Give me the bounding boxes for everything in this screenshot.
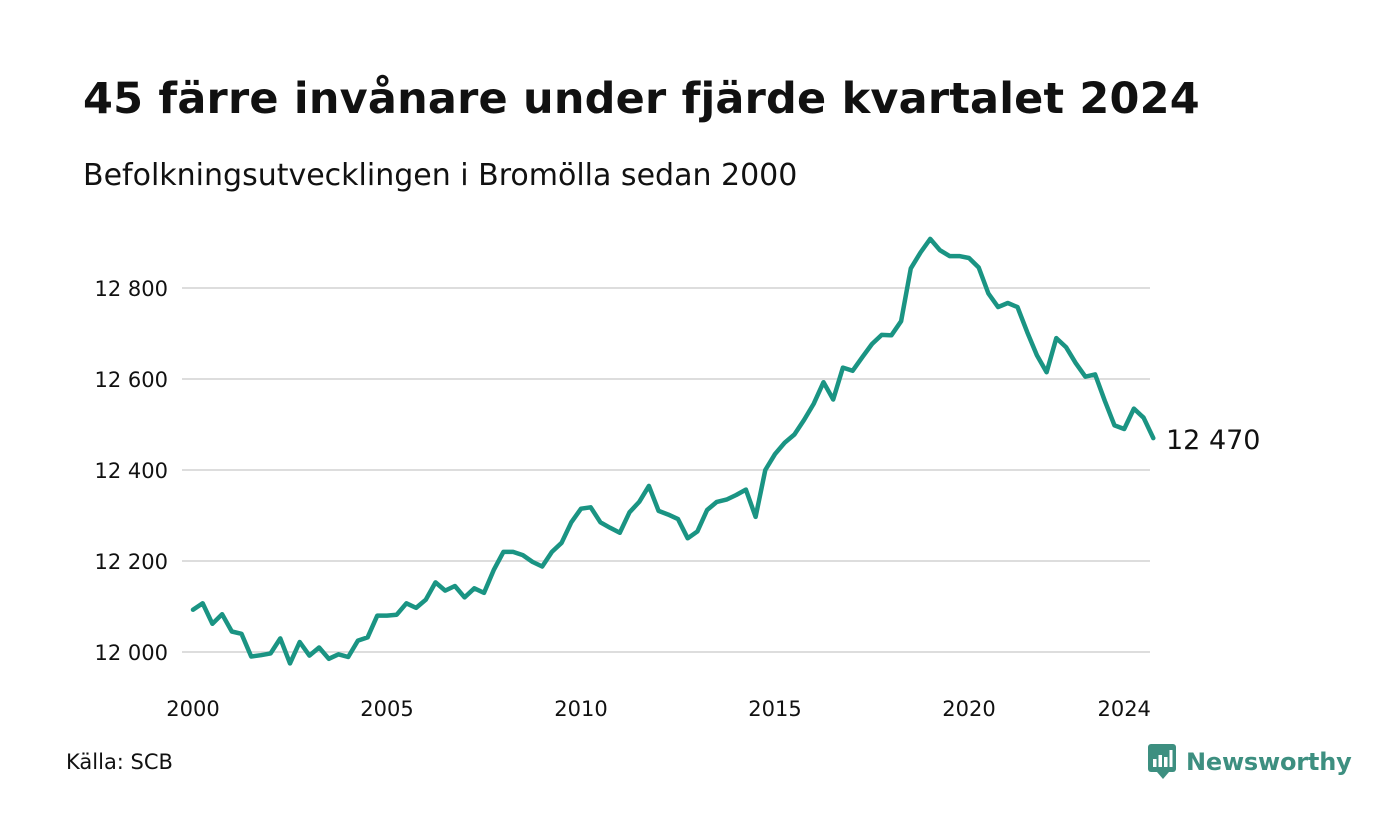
x-tick-label: 2005 xyxy=(360,697,413,721)
brand-name: Newsworthy xyxy=(1186,748,1352,776)
x-axis-ticks: 2000 2005 2010 2015 2020 2024 xyxy=(166,697,1151,721)
y-tick-label: 12 000 xyxy=(95,641,168,665)
source-note: Källa: SCB xyxy=(66,750,173,774)
y-tick-label: 12 200 xyxy=(95,550,168,574)
x-tick-label: 2024 xyxy=(1097,697,1150,721)
brand[interactable]: Newsworthy xyxy=(1148,744,1352,780)
x-tick-label: 2020 xyxy=(942,697,995,721)
newsworthy-logo-icon xyxy=(1148,744,1176,779)
last-value-label-layer: 12 470 xyxy=(1166,425,1260,456)
x-tick-label: 2015 xyxy=(748,697,801,721)
last-value-label: 12 470 xyxy=(1166,425,1260,456)
x-tick-label: 2010 xyxy=(554,697,607,721)
y-axis-ticks: 12 000 12 200 12 400 12 600 12 800 xyxy=(95,277,168,665)
x-tick-label: 2000 xyxy=(166,697,219,721)
y-tick-label: 12 800 xyxy=(95,277,168,301)
chart-title: 45 färre invånare under fjärde kvartalet… xyxy=(83,74,1200,124)
gridlines xyxy=(182,287,1150,653)
chart-subtitle: Befolkningsutvecklingen i Bromölla sedan… xyxy=(83,158,798,193)
y-tick-label: 12 400 xyxy=(95,459,168,483)
series-layer xyxy=(190,236,1156,666)
series-line xyxy=(190,236,1156,666)
y-tick-label: 12 600 xyxy=(95,368,168,392)
